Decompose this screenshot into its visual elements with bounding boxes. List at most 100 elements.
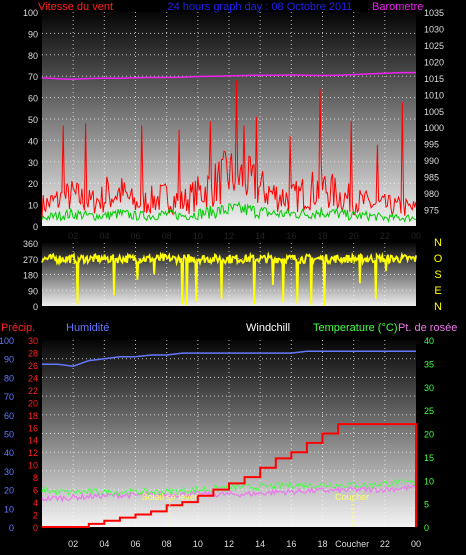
- wind-average-line: [41, 200, 417, 224]
- hour-tick: 04: [99, 539, 109, 549]
- compass-label: N: [434, 237, 442, 249]
- temperature-tick: 10: [424, 476, 434, 486]
- precip-tick: 8: [33, 473, 38, 483]
- precip-tick: 0: [33, 523, 38, 533]
- hour-tick: 06: [130, 231, 140, 241]
- sunset-annotation: Coucher: [335, 492, 369, 502]
- sunrise-annotation: Soleil se lever: [142, 492, 198, 502]
- hour-tick: 10: [193, 231, 203, 241]
- wind-panel: Vitesse du vent 24 hours graph day : 08 …: [23, 1, 444, 241]
- barometer-tick: 1030: [424, 24, 444, 34]
- temperature-tick: 15: [424, 453, 434, 463]
- barometer-tick: 1005: [424, 107, 444, 117]
- hour-tick: 08: [162, 539, 172, 549]
- barometer-tick: 985: [424, 173, 439, 183]
- humidity-tick: 90: [4, 355, 14, 365]
- dewpoint-line: [41, 484, 417, 503]
- precip-tick: 18: [28, 411, 38, 421]
- hour-tick: 18: [317, 539, 327, 549]
- precip-label: Précip.: [1, 322, 35, 334]
- precip-tick: 30: [28, 336, 38, 346]
- wind-speed-tick: 80: [28, 51, 38, 61]
- barometer-tick: 1035: [424, 8, 444, 18]
- humidity-tick: 80: [4, 373, 14, 383]
- barometer-tick: 1015: [424, 74, 444, 84]
- compass-label: O: [434, 253, 443, 265]
- direction-tick: 360: [23, 239, 38, 249]
- hour-tick: 16: [286, 539, 296, 549]
- wind-speed-tick: 100: [23, 8, 38, 18]
- humidity-tick: 30: [4, 467, 14, 477]
- barometer-tick: 1020: [424, 57, 444, 67]
- direction-tick: 270: [23, 255, 38, 265]
- precip-tick: 6: [33, 486, 38, 496]
- chart-title: 24 hours graph day : 08 Octobre 2011: [167, 1, 352, 13]
- wind-speed-tick: 20: [28, 179, 38, 189]
- wind-speed-label: Vitesse du vent: [38, 1, 113, 13]
- precip-tick: 16: [28, 423, 38, 433]
- barometer-tick: 1025: [424, 41, 444, 51]
- precipitation-line: [42, 423, 417, 528]
- temperature-tick: 35: [424, 359, 434, 369]
- precip-tick: 4: [33, 498, 38, 508]
- precip-tick: 24: [28, 373, 38, 383]
- hour-tick: 00: [411, 231, 421, 241]
- humidity-tick: 0: [9, 523, 14, 533]
- temperature-panel: Précip. Humidité Windchill Temperature (…: [0, 322, 457, 549]
- barometer-tick: 995: [424, 140, 439, 150]
- compass-label: E: [434, 285, 441, 297]
- sunset-tick: Coucher: [335, 539, 369, 549]
- precip-tick: 14: [28, 436, 38, 446]
- hour-tick: 04: [99, 231, 109, 241]
- direction-tick: 180: [23, 271, 38, 281]
- humidity-tick: 100: [0, 336, 14, 346]
- hour-tick: 12: [224, 539, 234, 549]
- precip-tick: 26: [28, 361, 38, 371]
- hour-tick: 02: [68, 231, 78, 241]
- humidity-tick: 70: [4, 392, 14, 402]
- wind-speed-tick: 60: [28, 94, 38, 104]
- hour-tick: 12: [224, 231, 234, 241]
- dewpoint-label: Pt. de rosée: [398, 322, 457, 334]
- direction-tick: 90: [28, 286, 38, 296]
- precip-tick: 12: [28, 448, 38, 458]
- temperature-tick: 40: [424, 336, 434, 346]
- temperature-tick: 20: [424, 430, 434, 440]
- wind-speed-tick: 40: [28, 136, 38, 146]
- hour-tick: 08: [162, 231, 172, 241]
- temperature-tick: 0: [424, 523, 429, 533]
- barometer-line: [41, 71, 416, 80]
- hour-tick: 20: [349, 231, 359, 241]
- humidity-tick: 20: [4, 486, 14, 496]
- precip-tick: 28: [28, 348, 38, 358]
- humidity-line: [42, 350, 416, 367]
- precip-tick: 10: [28, 461, 38, 471]
- hour-tick: 16: [286, 231, 296, 241]
- wind-speed-tick: 10: [28, 201, 38, 211]
- hour-tick: 22: [380, 231, 390, 241]
- temperature-tick: 25: [424, 406, 434, 416]
- compass-label: N: [434, 301, 442, 313]
- barometer-tick: 975: [424, 206, 439, 216]
- humidity-label: Humidité: [66, 322, 109, 334]
- temperature-label: Temperature (°C): [313, 322, 397, 334]
- windchill-label: Windchill: [246, 322, 290, 334]
- barometer-label: Barometre: [372, 1, 423, 13]
- wind-gust-line: [41, 80, 417, 218]
- direction-tick: 0: [33, 302, 38, 312]
- hour-tick: 02: [68, 539, 78, 549]
- wind-speed-tick: 70: [28, 72, 38, 82]
- compass-label: S: [434, 269, 441, 281]
- hour-tick: 22: [380, 539, 390, 549]
- barometer-tick: 1010: [424, 90, 444, 100]
- wind-speed-tick: 50: [28, 115, 38, 125]
- hour-tick: 14: [255, 231, 265, 241]
- wind-plot-area: [42, 12, 416, 226]
- wind-speed-tick: 0: [33, 222, 38, 232]
- temperature-tick: 5: [424, 500, 429, 510]
- temperature-tick: 30: [424, 383, 434, 393]
- wind-direction-line: [41, 251, 417, 307]
- hour-tick: 10: [193, 539, 203, 549]
